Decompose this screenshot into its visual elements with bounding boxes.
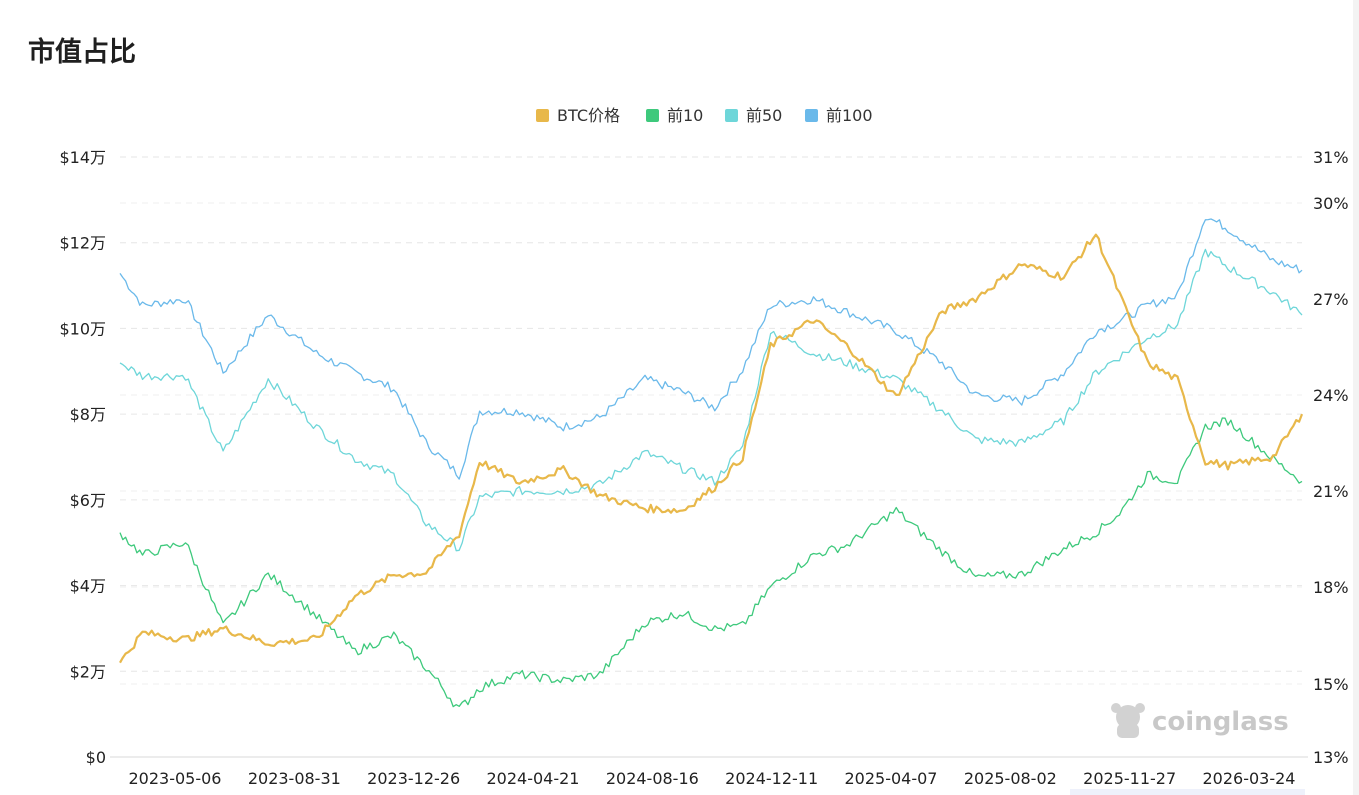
legend-swatch[interactable] (805, 109, 818, 122)
legend-item-label[interactable]: 前100 (826, 106, 873, 125)
x-tick-label: 2024-08-16 (606, 769, 699, 788)
x-tick-label: 2023-08-31 (248, 769, 341, 788)
y-left-tick-label: $8万 (70, 405, 106, 424)
legend-swatch[interactable] (646, 109, 659, 122)
x-tick-label: 2024-12-11 (725, 769, 818, 788)
y-left-tick-label: $10万 (59, 319, 106, 338)
y-left-tick-label: $0 (86, 748, 106, 767)
window-edge (1353, 0, 1359, 795)
y-right-tick-label: 31% (1313, 148, 1349, 167)
legend: BTC价格 前10 前50 前100 (536, 106, 873, 125)
x-axis: 2023-05-06 2023-08-31 2023-12-26 2024-04-21… (129, 769, 1296, 788)
legend-item-label[interactable]: 前50 (746, 106, 782, 125)
x-tick-label: 2024-04-21 (487, 769, 580, 788)
y-left-tick-label: $12万 (59, 234, 106, 253)
series-line-前50[interactable] (119, 248, 1303, 552)
grid-lines (110, 156, 1308, 758)
y-right-tick-label: 30% (1313, 194, 1349, 213)
bottom-scroll-tab[interactable] (1070, 789, 1305, 795)
coinglass-mascot-icon (1111, 703, 1145, 738)
x-tick-label: 2026-03-24 (1203, 769, 1296, 788)
series-layer (119, 218, 1304, 708)
legend-item-label[interactable]: 前10 (667, 106, 703, 125)
y-right-tick-label: 27% (1313, 290, 1349, 309)
y-right-tick-label: 15% (1313, 675, 1349, 694)
y-right-tick-label: 21% (1313, 482, 1349, 501)
legend-swatch[interactable] (725, 109, 738, 122)
x-tick-label: 2025-08-02 (964, 769, 1057, 788)
series-line-前10[interactable] (119, 417, 1303, 708)
y-left-tick-label: $2万 (70, 662, 106, 681)
y-right-tick-label: 13% (1313, 748, 1349, 767)
watermark: coinglass (1111, 703, 1289, 738)
y-left-tick-label: $4万 (70, 577, 106, 596)
x-tick-label: 2023-12-26 (367, 769, 460, 788)
watermark-text: coinglass (1152, 707, 1289, 737)
legend-swatch[interactable] (536, 109, 549, 122)
x-tick-label: 2025-11-27 (1083, 769, 1176, 788)
y-right-tick-label: 18% (1313, 578, 1349, 597)
y-right-tick-label: 24% (1313, 386, 1349, 405)
x-tick-label: 2023-05-06 (129, 769, 222, 788)
page-title: 市值占比 (28, 37, 136, 68)
y-left-tick-label: $6万 (70, 491, 106, 510)
right-axis: 13% 15% 18% 21% 24% 27% 30% 31% (1313, 148, 1349, 767)
series-line-前100[interactable] (119, 218, 1303, 480)
left-axis: $0 $2万 $4万 $6万 $8万 $10万 $12万 $14万 (59, 148, 106, 767)
legend-item-label[interactable]: BTC价格 (557, 106, 620, 125)
x-tick-label: 2025-04-07 (845, 769, 938, 788)
y-left-tick-label: $14万 (59, 148, 106, 167)
series-line-BTC价格[interactable] (119, 233, 1304, 664)
